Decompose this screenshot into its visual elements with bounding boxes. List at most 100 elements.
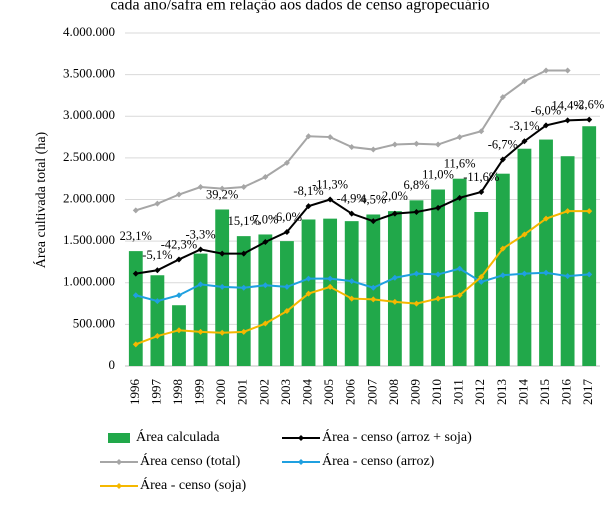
x-tick-label: 2017 bbox=[580, 379, 595, 406]
y-tick-label: 2.000.000 bbox=[63, 190, 115, 205]
y-tick-label: 3.500.000 bbox=[63, 66, 115, 81]
marker bbox=[132, 341, 139, 348]
annotation: -3,1% bbox=[509, 119, 539, 133]
marker bbox=[543, 122, 550, 129]
marker bbox=[348, 278, 355, 285]
x-tick-label: 2001 bbox=[235, 379, 250, 405]
marker bbox=[478, 278, 485, 285]
marker bbox=[391, 274, 398, 281]
bar bbox=[128, 251, 143, 366]
marker bbox=[327, 196, 334, 203]
bar bbox=[495, 173, 510, 366]
y-tick-label: 1.500.000 bbox=[63, 232, 115, 247]
marker bbox=[327, 134, 334, 141]
marker bbox=[240, 284, 247, 291]
marker bbox=[262, 174, 269, 181]
marker bbox=[154, 298, 161, 305]
annotation: -4,9% bbox=[337, 192, 367, 206]
y-tick-label: 3.000.000 bbox=[63, 107, 115, 122]
y-axis-title: Área cultivada total (ha) bbox=[32, 131, 49, 268]
marker bbox=[219, 185, 226, 192]
marker bbox=[478, 273, 485, 280]
y-tick-label: 500.000 bbox=[73, 315, 115, 330]
legend-marker bbox=[116, 483, 122, 489]
legend-label: Área calculada bbox=[136, 428, 220, 445]
marker bbox=[154, 200, 161, 207]
annotation: -6,0% bbox=[531, 103, 561, 117]
annotation: -11,6% bbox=[463, 170, 499, 184]
legend-swatch bbox=[108, 433, 130, 443]
bar bbox=[582, 126, 597, 367]
marker bbox=[305, 133, 312, 140]
annotation: 11,6% bbox=[444, 157, 476, 171]
marker bbox=[521, 78, 528, 85]
bar bbox=[193, 253, 208, 366]
bar bbox=[150, 275, 165, 366]
marker bbox=[348, 295, 355, 302]
x-tick-label: 2011 bbox=[451, 379, 466, 405]
marker bbox=[435, 271, 442, 278]
bar bbox=[387, 211, 402, 366]
marker bbox=[240, 328, 247, 335]
bar bbox=[517, 148, 532, 366]
marker bbox=[175, 292, 182, 299]
bar bbox=[236, 236, 251, 366]
marker bbox=[132, 270, 139, 277]
bar bbox=[431, 189, 445, 366]
x-tick-label: 1996 bbox=[127, 379, 142, 406]
annotation: 4,5% bbox=[360, 192, 386, 206]
annotation: 2,0% bbox=[382, 189, 408, 203]
x-tick-label: 2016 bbox=[559, 379, 574, 406]
marker bbox=[564, 208, 571, 215]
marker bbox=[564, 273, 571, 280]
marker bbox=[543, 269, 550, 276]
annotation: 23,1% bbox=[120, 229, 152, 243]
x-tick-label: 2012 bbox=[472, 379, 487, 405]
bar bbox=[344, 221, 359, 366]
marker bbox=[262, 238, 269, 245]
x-tick-label: 2005 bbox=[321, 379, 336, 405]
marker bbox=[456, 292, 463, 299]
legend-label: Área censo (total) bbox=[140, 452, 241, 469]
annotation: 14,4% bbox=[551, 98, 583, 112]
marker bbox=[586, 271, 593, 278]
marker bbox=[283, 308, 290, 315]
marker bbox=[240, 250, 247, 257]
x-tick-label: 2008 bbox=[386, 379, 401, 405]
marker bbox=[543, 215, 550, 222]
y-tick-label: 2.500.000 bbox=[63, 149, 115, 164]
annotation: 7,0% bbox=[252, 212, 278, 226]
x-tick-label: 2000 bbox=[213, 379, 228, 405]
marker bbox=[370, 146, 377, 153]
marker bbox=[132, 207, 139, 214]
marker bbox=[391, 298, 398, 305]
legend-marker bbox=[298, 435, 304, 441]
annotation: 11,0% bbox=[422, 167, 454, 181]
marker bbox=[327, 275, 334, 282]
marker bbox=[197, 281, 204, 288]
marker bbox=[197, 246, 204, 253]
marker bbox=[283, 228, 290, 235]
x-tick-label: 2003 bbox=[278, 379, 293, 405]
marker bbox=[586, 208, 593, 215]
legend-marker bbox=[116, 459, 122, 465]
marker bbox=[456, 194, 463, 201]
line bbox=[135, 118, 590, 275]
marker bbox=[391, 210, 398, 217]
x-tick-label: 2014 bbox=[515, 379, 530, 406]
y-tick-label: 0 bbox=[109, 357, 116, 372]
bar bbox=[280, 241, 294, 366]
x-tick-label: 2002 bbox=[256, 379, 271, 405]
bar bbox=[452, 178, 467, 366]
marker bbox=[175, 327, 182, 334]
annotation: -3,3% bbox=[185, 227, 215, 241]
marker bbox=[413, 300, 420, 307]
bar bbox=[258, 234, 273, 366]
marker bbox=[154, 333, 161, 340]
annotation: 15,1% bbox=[228, 214, 260, 228]
x-tick-label: 2015 bbox=[537, 379, 552, 405]
x-tick-label: 1997 bbox=[148, 379, 163, 406]
marker bbox=[521, 270, 528, 277]
marker bbox=[348, 144, 355, 151]
marker bbox=[586, 116, 593, 123]
